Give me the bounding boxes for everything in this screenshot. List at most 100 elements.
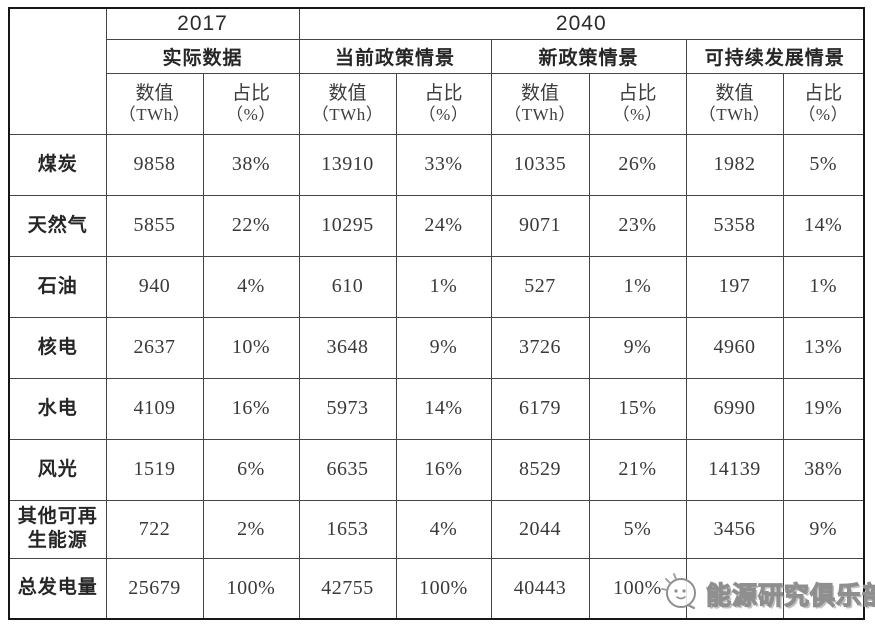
data-cell: 42755	[298, 557, 397, 620]
scenario-header-new-policy: 新政策情景	[490, 38, 687, 74]
data-cell: 33%	[395, 133, 492, 196]
measure-header-value: 数值 （TWh）	[490, 72, 590, 135]
measure-header-value: 数值 （TWh）	[298, 72, 397, 135]
row-label: 总发电量	[8, 557, 107, 620]
data-cell: 9858	[105, 133, 204, 196]
data-cell: 1%	[395, 255, 492, 318]
data-cell: 10295	[298, 194, 397, 257]
measure-header-share: 占比 （%）	[395, 72, 492, 135]
row-label: 风光	[8, 438, 107, 501]
data-cell: 4109	[105, 377, 204, 440]
data-cell: 1%	[782, 255, 865, 318]
scenario-header-row: 实际数据 当前政策情景 新政策情景 可持续发展情景	[9, 38, 865, 74]
measure-value-label: 数值	[328, 82, 367, 104]
row-label: 煤炭	[8, 133, 107, 196]
data-cell: 8529	[490, 438, 590, 501]
measure-share-unit: （%）	[612, 104, 663, 124]
measure-share-label: 占比	[618, 82, 657, 104]
measure-value-unit: （TWh）	[504, 104, 576, 124]
data-cell: 24%	[395, 194, 492, 257]
data-cell: 1982	[685, 133, 784, 196]
data-cell: 2%	[202, 499, 300, 559]
data-cell: 13910	[298, 133, 397, 196]
data-cell: 3726	[490, 316, 590, 379]
table-row-gas: 天然气 5855 22% 10295 24% 9071 23% 5358 14%	[8, 194, 865, 257]
year-header-row: 2017 2040	[8, 7, 865, 135]
data-cell: 4%	[395, 499, 492, 559]
data-cell: 10%	[202, 316, 300, 379]
data-cell: 9%	[782, 499, 865, 559]
data-cell: 4%	[202, 255, 300, 318]
measure-share-label: 占比	[231, 82, 270, 104]
data-cell: 26%	[588, 133, 687, 196]
table-row-hydro: 水电 4109 16% 5973 14% 6179 15% 6990 19%	[8, 377, 865, 440]
data-cell: 13%	[782, 316, 865, 379]
scenario-header-sustainable: 可持续发展情景	[685, 38, 865, 74]
measure-header-share: 占比 （%）	[782, 72, 865, 135]
measure-value-label: 数值	[520, 82, 559, 104]
measure-share-unit: （%）	[798, 104, 849, 124]
data-cell: 527	[490, 255, 590, 318]
row-label: 石油	[8, 255, 107, 318]
data-cell: 1653	[298, 499, 397, 559]
measure-header-share: 占比 （%）	[588, 72, 687, 135]
data-cell: 22%	[202, 194, 300, 257]
data-cell: 3648	[298, 316, 397, 379]
measure-share-unit: （%）	[418, 104, 469, 124]
row-label: 天然气	[8, 194, 107, 257]
data-cell: 2044	[490, 499, 590, 559]
row-label: 其他可再生能源	[8, 499, 107, 559]
table-row-coal: 煤炭 9858 38% 13910 33% 10335 26% 1982 5%	[8, 133, 865, 196]
data-cell: 5358	[685, 194, 784, 257]
data-cell: 197	[685, 255, 784, 318]
data-cell: 1519	[105, 438, 204, 501]
row-label: 核电	[8, 316, 107, 379]
data-cell: 5%	[588, 499, 687, 559]
measure-share-label: 占比	[804, 82, 843, 104]
data-cell: 940	[105, 255, 204, 318]
corner-cell	[8, 7, 107, 135]
data-cell: 10335	[490, 133, 590, 196]
row-label: 水电	[8, 377, 107, 440]
data-cell: 6635	[298, 438, 397, 501]
data-cell: 40443	[490, 557, 590, 620]
data-cell: 100%	[202, 557, 300, 620]
table-row-other-renewables: 其他可再生能源 722 2% 1653 4% 2044 5% 3456 9%	[8, 499, 865, 559]
table-row-oil: 石油 940 4% 610 1% 527 1% 197 1%	[8, 255, 865, 318]
data-cell: 25679	[105, 557, 204, 620]
data-cell: 2637	[105, 316, 204, 379]
table-row-wind-solar: 风光 1519 6% 6635 16% 8529 21% 14139 38%	[8, 438, 865, 501]
data-cell: 16%	[202, 377, 300, 440]
data-cell: 3456	[685, 499, 784, 559]
data-cell: 38%	[782, 438, 865, 501]
year-header-2040: 2040	[298, 7, 865, 40]
data-cell: 15%	[588, 377, 687, 440]
data-cell: 6990	[685, 377, 784, 440]
data-cell: 4960	[685, 316, 784, 379]
data-cell: 5%	[782, 133, 865, 196]
data-cell: 6%	[202, 438, 300, 501]
scenario-header-current-policy: 当前政策情景	[298, 38, 492, 74]
table-row-total: 总发电量 25679 100% 42755 100% 40443 100%	[8, 557, 865, 620]
data-cell	[685, 557, 784, 620]
data-cell: 19%	[782, 377, 865, 440]
data-cell: 21%	[588, 438, 687, 501]
table-row-nuclear: 核电 2637 10% 3648 9% 3726 9% 4960 13%	[8, 316, 865, 379]
data-cell: 14%	[395, 377, 492, 440]
data-cell: 100%	[395, 557, 492, 620]
data-cell: 23%	[588, 194, 687, 257]
data-cell: 16%	[395, 438, 492, 501]
data-cell: 14139	[685, 438, 784, 501]
measure-value-label: 数值	[135, 82, 174, 104]
data-cell: 5855	[105, 194, 204, 257]
measure-value-unit: （TWh）	[311, 104, 384, 124]
data-cell: 6179	[490, 377, 590, 440]
measure-share-label: 占比	[424, 82, 463, 104]
measure-header-value: 数值 （TWh）	[685, 72, 784, 135]
data-cell: 100%	[588, 557, 687, 620]
year-header-2017: 2017	[105, 7, 300, 40]
data-cell: 1%	[588, 255, 687, 318]
data-cell: 610	[298, 255, 397, 318]
data-cell: 38%	[202, 133, 300, 196]
data-cell: 9071	[490, 194, 590, 257]
